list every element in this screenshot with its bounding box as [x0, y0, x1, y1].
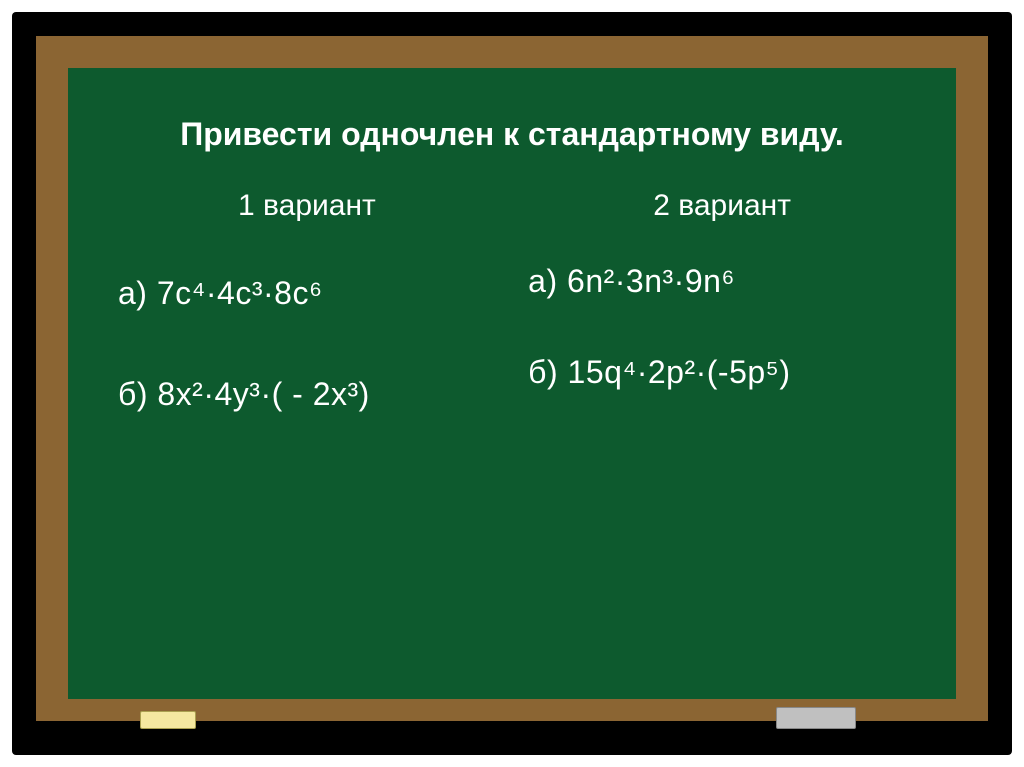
- eraser-icon: [776, 707, 856, 729]
- variant-2-problem-a: а) 6n²·3n³·9n⁶: [528, 263, 916, 300]
- variant-1-header: 1 вариант: [118, 189, 496, 223]
- chalk-icon: [140, 711, 196, 729]
- variant-2-problem-b: б) 15q⁴·2p²·(-5p⁵): [528, 354, 916, 391]
- variant-2-column: 2 вариант а) 6n²·3n³·9n⁶ б) 15q⁴·2p²·(-5…: [528, 189, 916, 477]
- variant-1-column: 1 вариант а) 7с⁴·4с³·8с⁶ б) 8х²·4у³·( - …: [108, 189, 496, 477]
- variant-1-problem-b: б) 8х²·4у³·( - 2х³): [118, 376, 496, 413]
- chalkboard: Привести одночлен к стандартному виду. 1…: [36, 36, 988, 731]
- variant-2-header: 2 вариант: [528, 189, 916, 223]
- variant-1-problem-a: а) 7с⁴·4с³·8с⁶: [118, 275, 496, 312]
- title: Привести одночлен к стандартному виду.: [108, 116, 916, 153]
- columns-container: 1 вариант а) 7с⁴·4с³·8с⁶ б) 8х²·4у³·( - …: [108, 189, 916, 477]
- chalkboard-outer-frame: Привести одночлен к стандартному виду. 1…: [12, 12, 1012, 755]
